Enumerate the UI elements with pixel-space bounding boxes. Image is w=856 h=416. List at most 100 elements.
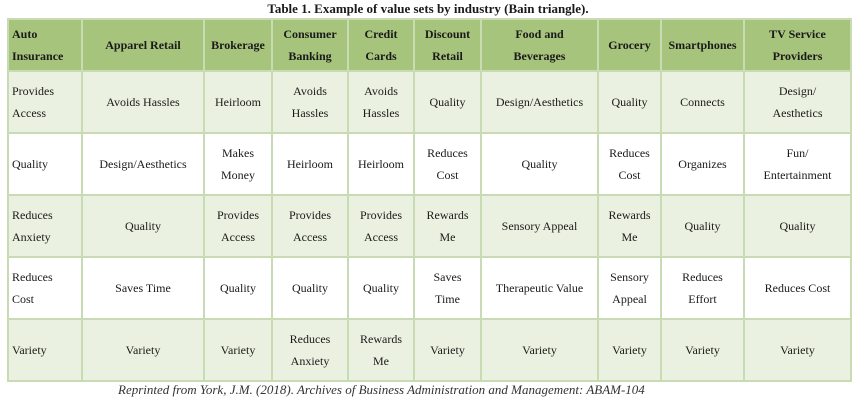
column-header-text: Insurance: [12, 49, 64, 63]
column-header-text: Beverages: [513, 49, 566, 63]
column-header-text: Smartphones: [668, 38, 737, 52]
column-header: Credit Cards: [347, 18, 415, 72]
cell-text: Reduces: [427, 146, 468, 160]
cell-text: Quality: [611, 95, 648, 109]
table-cell: Provides Access: [271, 194, 349, 258]
cell-text: Time: [435, 292, 460, 306]
column-header: Food and Beverages: [480, 18, 599, 72]
column-header: Smartphones: [660, 18, 745, 72]
header-row: Auto Insurance Apparel Retail Brokerage Cons…: [7, 18, 852, 72]
cell-text: Me: [621, 230, 638, 244]
cell-text: Reduces: [289, 332, 331, 346]
cell-text: Me: [373, 354, 389, 368]
table-cell: Therapeutic Value: [480, 256, 599, 320]
column-header-text: Credit: [364, 27, 398, 41]
table-cell: Provides Access: [203, 194, 273, 258]
table-cell: Quality: [7, 132, 83, 196]
cell-text: Variety: [685, 343, 720, 357]
table-cell: Variety: [743, 318, 852, 382]
table-cell: Reduces Anxiety: [271, 318, 349, 382]
cell-text: Quality: [684, 219, 721, 233]
cell-text: Access: [12, 106, 46, 120]
cell-text: Variety: [612, 343, 647, 357]
column-header: Brokerage: [203, 18, 273, 72]
column-header-text: Brokerage: [211, 38, 265, 52]
table-cell: Fun/Entertainment: [743, 132, 852, 196]
cell-text: Access: [221, 230, 255, 244]
cell-text: Quality: [521, 157, 558, 171]
table-cell: Design/Aesthetics: [480, 70, 599, 134]
table-cell: Quality: [203, 256, 273, 320]
cell-text: Aesthetics: [772, 106, 823, 120]
cell-text: Access: [293, 230, 327, 244]
cell-text: Entertainment: [763, 168, 832, 182]
table-cell: Design/Aesthetics: [81, 132, 205, 196]
cell-text: Avoids: [364, 84, 398, 98]
table-cell: Organizes: [660, 132, 745, 196]
table-cell: Rewards Me: [413, 194, 482, 258]
table-cell: Avoids Hassles: [347, 70, 415, 134]
table-cell: Variety: [413, 318, 482, 382]
table-cell: Avoids Hassles: [271, 70, 349, 134]
table-cell: Rewards Me: [597, 194, 662, 258]
cell-text: Quality: [125, 219, 161, 233]
cell-text: Quality: [12, 157, 48, 171]
cell-text: Access: [364, 230, 398, 244]
table-cell: Saves Time: [413, 256, 482, 320]
column-header: TV Service Providers: [743, 18, 852, 72]
cell-text: Anxiety: [290, 354, 330, 368]
cell-text: Rewards: [360, 332, 402, 346]
cell-text: Reduces Cost: [764, 281, 831, 295]
table-body: Provides Access Avoids Hassles Heirloom Avoi…: [7, 70, 852, 382]
cell-text: Hassles: [291, 106, 329, 120]
cell-text: Variety: [522, 343, 557, 357]
cell-text: Quality: [363, 281, 399, 295]
table-cell: Variety: [480, 318, 599, 382]
table-cell: Heirloom: [347, 132, 415, 196]
table-cell: Saves Time: [81, 256, 205, 320]
cell-text: Heirloom: [287, 157, 333, 171]
cell-text: Provides: [12, 84, 54, 98]
cell-text: Hassles: [362, 106, 400, 120]
cell-text: Quality: [429, 95, 466, 109]
cell-text: Saves Time: [115, 281, 171, 295]
cell-text: Provides: [360, 208, 402, 222]
column-header-text: Auto: [12, 27, 38, 41]
column-header-text: Consumer: [283, 27, 337, 41]
table-cell: Quality: [271, 256, 349, 320]
table-header: Auto Insurance Apparel Retail Brokerage Cons…: [7, 18, 852, 72]
table-cell: Variety: [660, 318, 745, 382]
cell-text: Cost: [436, 168, 459, 182]
table-cell: Reduces Cost: [413, 132, 482, 196]
table-cell: Variety: [597, 318, 662, 382]
table-cell: Provides Access: [7, 70, 83, 134]
cell-text: Quality: [779, 219, 816, 233]
table-cell: Reduces Anxiety: [7, 194, 83, 258]
table-cell: Design/Aesthetics: [743, 70, 852, 134]
column-header: Grocery: [597, 18, 662, 72]
cell-text: Reduces: [12, 270, 53, 284]
table-cell: Makes Money: [203, 132, 273, 196]
cell-text: Design/Aesthetics: [495, 95, 584, 109]
cell-text: Avoids: [293, 84, 327, 98]
cell-text: Makes: [222, 146, 254, 160]
table-row: Quality Design/Aesthetics Makes Money Heirlo…: [7, 132, 852, 196]
column-header-text: Grocery: [608, 38, 651, 52]
table-cell: Variety: [203, 318, 273, 382]
cell-text: Money: [221, 168, 255, 182]
cell-text: Design/: [778, 84, 817, 98]
source-credit: Reprinted from York, J.M. (2018). Archiv…: [118, 382, 645, 397]
cell-text: Saves: [433, 270, 462, 284]
table-caption: Table 1. Example of value sets by indust…: [267, 1, 589, 16]
cell-text: Fun/: [786, 146, 809, 160]
cell-text: Sensory Appeal: [501, 219, 578, 233]
cell-text: Variety: [125, 343, 161, 357]
table-row: Reduces Cost Saves Time Quality Quality Quali…: [7, 256, 852, 320]
cell-text: Variety: [220, 343, 256, 357]
table-cell: Sensory Appeal: [480, 194, 599, 258]
cell-text: Variety: [430, 343, 465, 357]
table-cell: Variety: [81, 318, 205, 382]
table-cell: Provides Access: [347, 194, 415, 258]
table-cell: Rewards Me: [347, 318, 415, 382]
cell-text: Reduces: [12, 208, 53, 222]
